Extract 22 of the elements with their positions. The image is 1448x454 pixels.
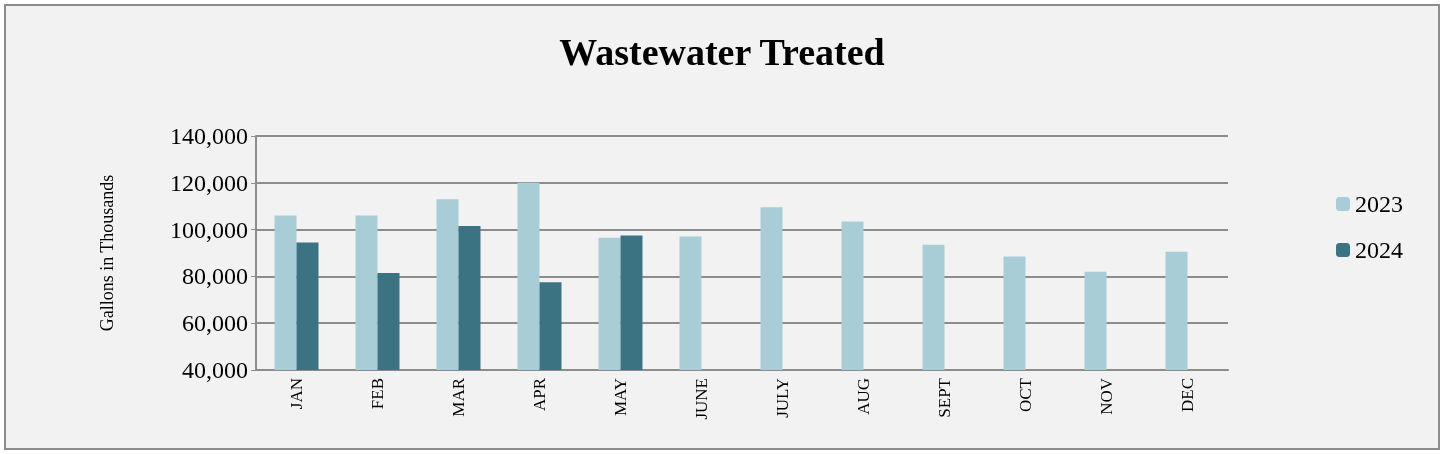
x-tick-label: JAN bbox=[287, 378, 306, 410]
legend-label: 2023 bbox=[1355, 191, 1403, 217]
x-tick-label: SEPT bbox=[935, 377, 954, 418]
x-tick-label: JUNE bbox=[692, 378, 711, 420]
y-tick-label: 60,000 bbox=[182, 310, 248, 337]
x-tick-label: APR bbox=[530, 377, 549, 412]
x-tick-label: MAY bbox=[611, 378, 630, 417]
x-tick-label: DEC bbox=[1178, 378, 1197, 412]
y-tick-label: 140,000 bbox=[170, 123, 248, 149]
x-tick-label: JULY bbox=[773, 378, 792, 418]
x-tick-label: OCT bbox=[1016, 377, 1035, 412]
x-tick-label: FEB bbox=[368, 378, 387, 410]
y-tick-label: 100,000 bbox=[170, 216, 248, 243]
x-tick-label: MAR bbox=[449, 377, 468, 417]
y-axis-title: Gallons in Thousands bbox=[97, 174, 117, 332]
y-tick-label: 80,000 bbox=[182, 263, 248, 290]
legend-label: 2024 bbox=[1355, 237, 1403, 263]
x-tick-label: NOV bbox=[1097, 377, 1116, 415]
y-tick-label: 120,000 bbox=[170, 169, 248, 196]
y-tick-label: 40,000 bbox=[182, 357, 248, 383]
chart-title: Wastewater Treated bbox=[559, 31, 885, 73]
x-tick-label: AUG bbox=[854, 378, 873, 415]
